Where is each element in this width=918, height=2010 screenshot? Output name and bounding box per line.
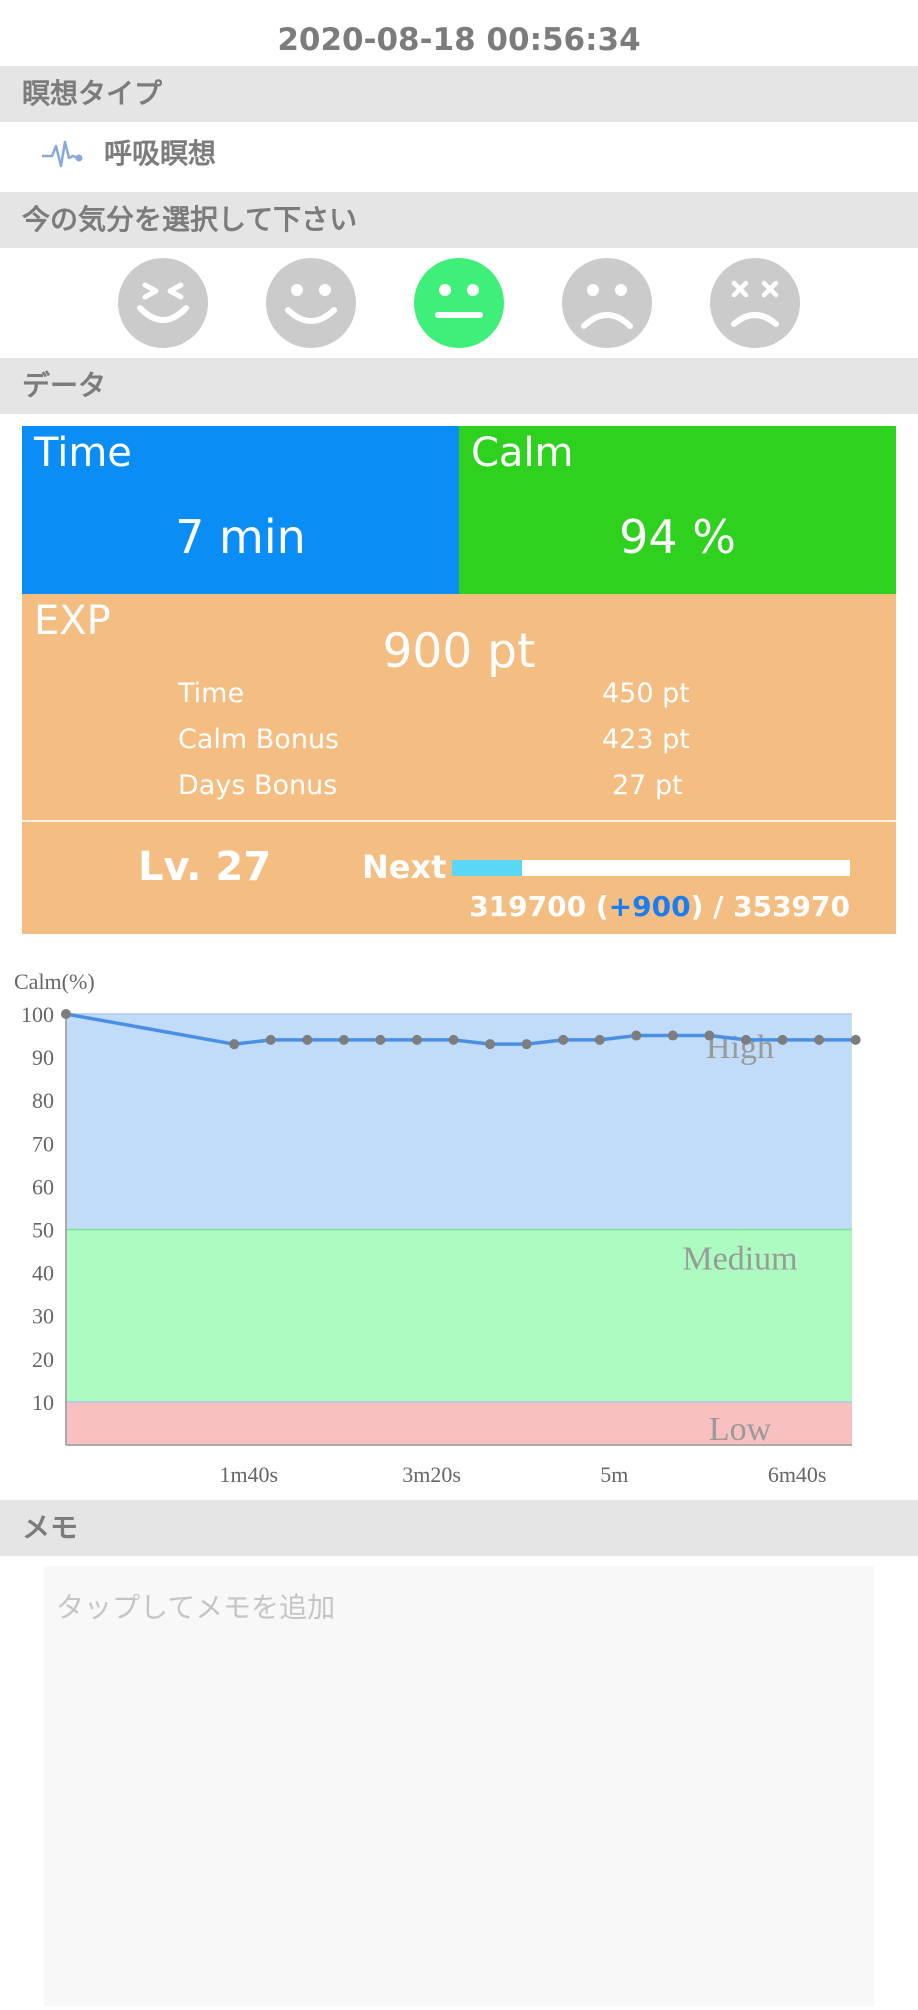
- data-point: [302, 1034, 313, 1045]
- y-tick-label: 100: [21, 1002, 54, 1027]
- memo-area: [44, 1566, 874, 2006]
- data-point: [704, 1030, 715, 1041]
- data-point: [594, 1034, 605, 1045]
- time-tile-label: Time: [34, 430, 132, 476]
- exp-row-value: 450 pt: [602, 678, 690, 709]
- band-low: [66, 1401, 852, 1445]
- y-tick-label: 10: [32, 1390, 54, 1415]
- mood-smile-button[interactable]: [266, 258, 356, 348]
- y-tick-label: 40: [32, 1261, 54, 1286]
- gained-exp: +900: [608, 890, 691, 923]
- exp-row-value: 423 pt: [602, 724, 690, 755]
- exp-panel: EXP 900 pt Time 450 pt Calm Bonus 423 pt…: [22, 594, 896, 934]
- sad-face-icon: [581, 284, 633, 329]
- current-exp: 319700 (: [469, 890, 609, 923]
- exp-total: 900 pt: [382, 624, 536, 679]
- mood-selector: [0, 258, 918, 350]
- data-point: [631, 1030, 642, 1041]
- y-tick-label: 80: [32, 1088, 54, 1113]
- smile-face-icon: [285, 284, 337, 324]
- section-header-memo: メモ: [0, 1500, 918, 1556]
- mood-dizzy-button[interactable]: [710, 258, 800, 348]
- data-point: [777, 1034, 788, 1045]
- x-tick-label: 3m20s: [402, 1462, 461, 1487]
- data-point: [61, 1009, 71, 1019]
- exp-row-value: 27 pt: [612, 770, 683, 801]
- calm-tile: Calm 94 %: [459, 426, 896, 594]
- meditation-type-row[interactable]: 呼吸瞑想: [0, 122, 918, 192]
- data-point: [265, 1034, 276, 1045]
- level-progress-fill: [452, 860, 522, 876]
- level-label: Lv. 27: [138, 844, 272, 890]
- data-point: [338, 1034, 349, 1045]
- pulse-wave-icon: [40, 136, 84, 176]
- time-tile: Time 7 min: [22, 426, 459, 594]
- band-label: Medium: [682, 1241, 797, 1278]
- neutral-face-icon: [435, 284, 483, 318]
- section-header-mood: 今の気分を選択して下さい: [0, 192, 918, 248]
- calm-tile-label: Calm: [471, 430, 574, 476]
- data-point: [448, 1034, 459, 1045]
- session-timestamp: 2020-08-18 00:56:34: [277, 22, 641, 58]
- exp-row-name: Time: [178, 678, 245, 709]
- target-exp: ) / 353970: [690, 890, 850, 923]
- data-point: [521, 1039, 532, 1050]
- y-tick-label: 90: [32, 1045, 54, 1070]
- data-point: [850, 1034, 861, 1045]
- data-point: [375, 1034, 386, 1045]
- exp-label: EXP: [34, 598, 111, 644]
- calm-chart: Low Medium High Calm(%) 10 20 30 40 50 60 70 80 90 10…: [14, 969, 861, 1487]
- data-point: [558, 1034, 569, 1045]
- time-tile-value: 7 min: [175, 510, 306, 564]
- dizzy-face-icon: [731, 280, 779, 327]
- level-progress-text: 319700 (+900) / 353970: [469, 890, 850, 923]
- y-tick-label: 50: [32, 1218, 54, 1243]
- data-point: [667, 1030, 678, 1041]
- band-medium: [66, 1229, 852, 1402]
- calm-tile-value: 94 %: [619, 510, 736, 564]
- mood-laughing-button[interactable]: [118, 258, 208, 348]
- data-point: [229, 1039, 240, 1050]
- exp-row-name: Calm Bonus: [178, 724, 340, 755]
- laughing-face-icon: [137, 282, 189, 323]
- x-tick-label: 5m: [600, 1462, 628, 1487]
- y-tick-label: 30: [32, 1304, 54, 1329]
- band-label: Low: [709, 1411, 772, 1448]
- x-tick-label: 6m40s: [768, 1462, 827, 1487]
- data-point: [740, 1034, 751, 1045]
- meditation-type-label: 呼吸瞑想: [104, 137, 217, 170]
- y-axis-label: Calm(%): [14, 969, 95, 994]
- band-high: [66, 1014, 852, 1230]
- x-tick-label: 1m40s: [219, 1462, 278, 1487]
- y-tick-label: 20: [32, 1347, 54, 1372]
- y-tick-label: 70: [32, 1131, 54, 1156]
- section-header-data: データ: [0, 358, 918, 414]
- mood-neutral-button[interactable]: [414, 258, 504, 348]
- exp-divider: [22, 820, 896, 822]
- data-point: [485, 1039, 496, 1050]
- band-label: High: [706, 1029, 774, 1066]
- exp-row-name: Days Bonus: [178, 770, 338, 801]
- memo-input[interactable]: [44, 1566, 874, 2006]
- mood-sad-button[interactable]: [562, 258, 652, 348]
- level-progress-bar: [452, 860, 850, 876]
- data-point: [411, 1034, 422, 1045]
- y-tick-label: 60: [32, 1174, 54, 1199]
- section-header-meditation-type: 瞑想タイプ: [0, 66, 918, 122]
- next-label: Next: [362, 848, 447, 886]
- data-point: [814, 1034, 825, 1045]
